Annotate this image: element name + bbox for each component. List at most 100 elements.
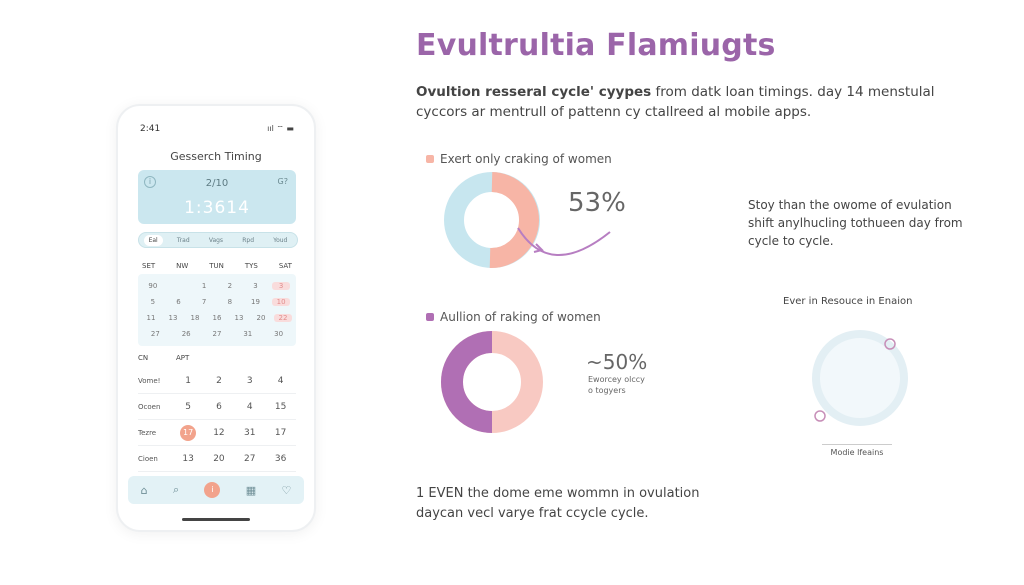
donut2-percent: ~50% [586, 350, 647, 374]
table-cell: 1 [185, 375, 191, 386]
calendar-day[interactable]: 90 [148, 282, 158, 290]
calendar-day[interactable]: 27 [150, 330, 160, 338]
calendar-row: 5 6 7 8 19 10 [140, 294, 294, 310]
table-cell: 4 [277, 375, 284, 386]
donut2-note: Eworcey olccy o togyers [588, 374, 645, 396]
calendar-day[interactable]: 3 [253, 282, 258, 290]
calendar-day[interactable]: 1 [201, 282, 207, 290]
weekday-label: TUN [209, 262, 224, 270]
info-icon[interactable]: i [144, 176, 156, 188]
calendar-row: 11 13 18 16 13 20 22 [140, 310, 294, 326]
donut1-connector [517, 227, 611, 256]
status-time: 2:41 [140, 124, 161, 134]
segment-control: Eal Trad Vags Rpd Youd [138, 232, 298, 248]
calendar-icon[interactable]: ▦ [245, 483, 257, 497]
calendar-day[interactable]: 6 [176, 298, 181, 306]
side-label: Ever in Resouce in Enaion [783, 296, 913, 307]
donut1-chart [444, 172, 611, 268]
phone-mockup: 2:41 ııl ⌔ ▬ Gesserch Timing i 2/10 G? 1… [116, 104, 316, 532]
heart-icon[interactable]: ♡ [281, 483, 292, 497]
segment-item[interactable]: Vags [208, 236, 224, 244]
calendar-day[interactable]: 18 [190, 314, 200, 322]
arrow-icon [533, 243, 544, 253]
search-icon[interactable]: ⌕ [172, 483, 180, 496]
calendar-day-highlight[interactable]: 10 [272, 298, 291, 306]
legend-label: Aullion of raking of women [440, 310, 601, 324]
donut2-percent-value: 50% [602, 350, 648, 374]
calendar-day[interactable]: 31 [243, 330, 253, 338]
table-cell: 20 [213, 453, 225, 464]
calendar-day[interactable]: 20 [256, 314, 266, 322]
app-title: Gesserch Timing [170, 150, 262, 163]
segment-item[interactable]: Trad [176, 236, 190, 244]
calendar-day[interactable]: 8 [227, 298, 233, 306]
table-cell: 17 [173, 424, 204, 441]
segment-item[interactable]: Youd [273, 236, 288, 244]
table-header: CN APT [138, 354, 296, 362]
calendar-day[interactable]: 13 [234, 314, 244, 322]
calendar-grid: 90 1 2 3 3 5 6 7 8 19 10 11 13 [138, 274, 296, 346]
calendar-day[interactable]: 30 [274, 330, 284, 338]
bottom-text: 1 EVEN the dome eme wommn in ovulation d… [416, 486, 700, 521]
table-cell: 12 [213, 427, 225, 438]
side-text: Stoy than the owome of evulation shift a… [748, 198, 963, 248]
calendar-row: 90 1 2 3 3 [140, 278, 294, 294]
calendar-day[interactable]: 27 [212, 330, 222, 338]
table-row[interactable]: Ocoen 5 6 4 15 [138, 394, 296, 420]
table-cell: 5 [185, 401, 191, 412]
tilde-mark: ~ [586, 350, 603, 374]
calendar-day[interactable]: 11 [146, 314, 156, 322]
calendar-day[interactable]: 5 [150, 298, 156, 306]
row-label: Cioen [138, 454, 158, 463]
table-cell: 13 [182, 453, 194, 464]
donut2-arc [441, 331, 493, 433]
info-icon[interactable]: i [204, 482, 221, 498]
donut2-legend: Aullion of raking of women [426, 310, 601, 324]
note-line: Eworcey olccy [588, 375, 645, 384]
table-cell: 17 [274, 427, 287, 438]
donut1-percent: 53% [568, 188, 626, 218]
row-label: Ocoen [138, 402, 161, 411]
legend-swatch [426, 313, 434, 321]
calendar-day[interactable]: 19 [250, 298, 260, 306]
legend-label: Exert only craking of women [440, 152, 612, 166]
calendar-row: 27 26 27 31 30 [140, 326, 294, 342]
calendar-day-highlight[interactable]: 3 [272, 282, 291, 290]
subtitle-bold: Ovultion resseral cycle' cyypes [416, 84, 652, 100]
table-row[interactable]: Vome! 1 2 3 4 [138, 368, 296, 394]
row-label: Tezre [138, 428, 157, 437]
calendar-day[interactable]: 13 [168, 314, 178, 322]
legend-swatch [426, 155, 434, 163]
headline: Evultrultia Flamiugts [416, 28, 776, 63]
table-cell: 31 [244, 427, 256, 438]
calendar-header: SET NW TUN TYS SAT [138, 262, 296, 270]
table-row[interactable]: Tezre 17 12 31 17 [138, 420, 296, 446]
calendar-day[interactable]: 16 [212, 314, 222, 322]
calendar-day-highlight[interactable]: 22 [274, 314, 292, 322]
ring-caption: Modie lfeains [822, 444, 892, 457]
weekday-label: TYS [244, 262, 258, 270]
timer-date: 2/10 [205, 178, 229, 189]
segment-item[interactable]: Eal [143, 234, 163, 246]
settings-icon[interactable]: G? [277, 177, 288, 186]
table-cell: 2 [216, 375, 222, 386]
table-cell: 27 [244, 453, 256, 464]
donut1-arc [489, 172, 539, 268]
timer-clock: 1:3614 [184, 198, 250, 218]
table-header-cell: APT [176, 354, 190, 362]
marker-icon [814, 410, 826, 422]
calendar-day[interactable]: 7 [201, 298, 207, 306]
stats-table: CN APT Vome! 1 2 3 4 Ocoen 5 6 4 15 Tezr… [138, 354, 296, 472]
table-cell: 36 [274, 453, 287, 464]
calendar-day[interactable]: 26 [181, 330, 191, 338]
highlight-day[interactable]: 17 [180, 424, 197, 441]
calendar-day[interactable]: 2 [227, 282, 233, 290]
table-cell: 4 [246, 401, 253, 412]
home-icon[interactable]: ⌂ [140, 483, 148, 497]
cycle-ring [812, 330, 908, 426]
donut2-chart [441, 331, 543, 433]
table-row[interactable]: Cioen 13 20 27 36 [138, 446, 296, 472]
segment-item[interactable]: Rpd [242, 236, 255, 244]
calendar: SET NW TUN TYS SAT 90 1 2 3 3 5 6 7 [138, 262, 296, 346]
